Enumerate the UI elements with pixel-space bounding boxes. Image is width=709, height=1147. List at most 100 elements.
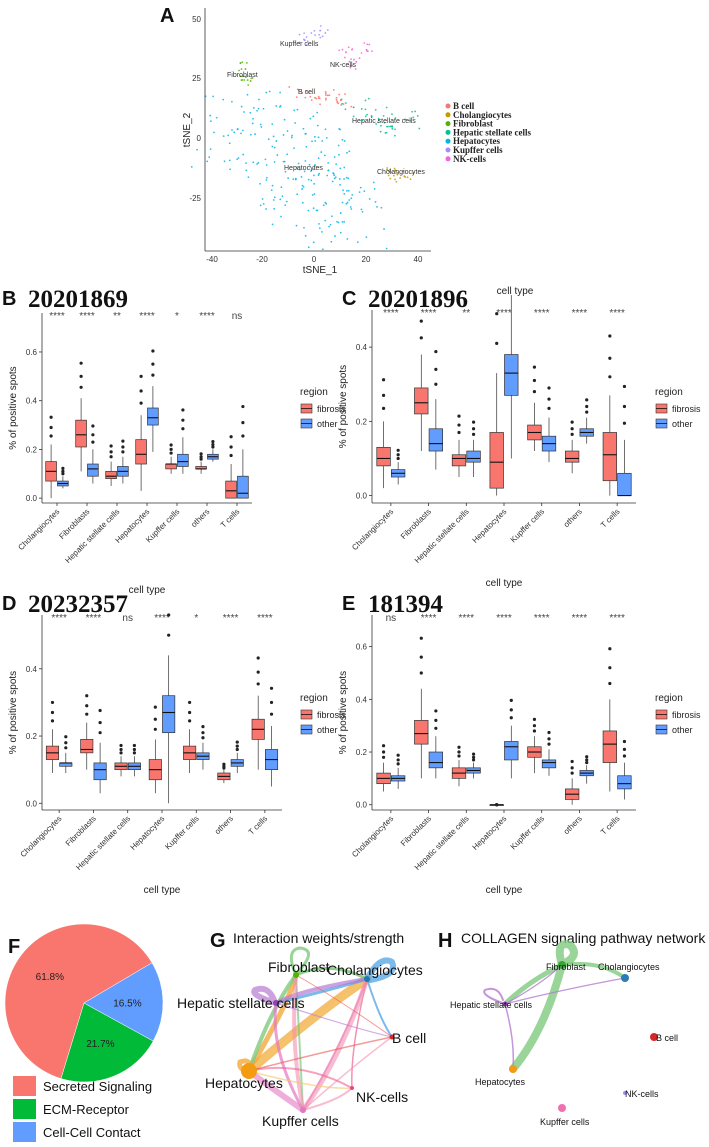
tsne-point xyxy=(240,105,243,108)
tsne-point xyxy=(395,169,398,172)
node-label: Cholangiocytes xyxy=(598,962,660,972)
significance-label: * xyxy=(194,613,198,624)
edge-hsc-hepatocytes xyxy=(504,1003,515,1070)
x-tick-label: T cells xyxy=(247,814,270,837)
node-fibroblast xyxy=(558,961,566,969)
box-outlier xyxy=(167,633,171,637)
tsne-point xyxy=(360,208,363,211)
edge-hsc-self xyxy=(483,987,506,1005)
box-outlier xyxy=(471,420,476,424)
tsne-point xyxy=(368,43,371,46)
box-outlier xyxy=(495,803,499,807)
tsne-x-tick: 20 xyxy=(362,255,371,264)
y-tick-label: 0.0 xyxy=(26,799,38,808)
tsne-point xyxy=(380,206,383,209)
edge-kupffer-nk xyxy=(302,1087,353,1111)
box-outlier xyxy=(509,708,513,712)
x-tick-label: Cholangiocytes xyxy=(19,814,64,859)
box-fibrosis xyxy=(105,470,117,479)
tsne-point xyxy=(333,156,336,158)
tsne-point xyxy=(271,184,274,187)
significance-label: **** xyxy=(534,613,550,624)
significance-label: **** xyxy=(534,308,550,319)
tsne-point xyxy=(396,173,399,176)
tsne-point xyxy=(307,209,310,212)
edge-kupffer-bcell xyxy=(302,1036,393,1111)
tsne-point xyxy=(236,128,239,131)
box-outlier xyxy=(188,700,192,705)
tsne-point xyxy=(355,60,358,63)
tsne-point xyxy=(348,60,351,63)
tsne-point xyxy=(328,225,330,228)
y-tick-label: 0.6 xyxy=(356,643,368,652)
tsne-point xyxy=(284,170,287,173)
box-outlier xyxy=(153,717,157,721)
tsne-point xyxy=(391,113,393,116)
node-label: B cell xyxy=(392,1030,426,1046)
tsne-point xyxy=(294,178,297,181)
x-tick-label: Fibroblasts xyxy=(399,814,433,848)
tsne-legend-label: B cell xyxy=(453,101,475,111)
tsne-cluster-label: Fibroblast xyxy=(227,72,258,79)
tsne-point xyxy=(341,48,344,51)
x-axis-title: cell type xyxy=(129,585,166,596)
node-label: Hepatic stellate cells xyxy=(450,1000,533,1010)
x-tick-label: others xyxy=(562,814,584,836)
tsne-point xyxy=(247,176,250,179)
tsne-point xyxy=(411,110,413,113)
panel-f-pie: F 61.8% 21.7% 16.5% Secreted Signaling ECM-… xyxy=(4,923,164,1142)
tsne-point xyxy=(358,57,361,60)
panel-a-letter: A xyxy=(160,5,174,27)
box-outlier xyxy=(169,443,173,447)
box-outlier xyxy=(585,410,589,414)
tsne-point xyxy=(247,84,250,86)
box-outlier xyxy=(139,389,143,393)
tsne-y-title: tSNE_2 xyxy=(182,112,193,147)
tsne-y-tick: 25 xyxy=(192,74,201,83)
box-other xyxy=(177,453,189,467)
tsne-point xyxy=(310,179,313,182)
tsne-point xyxy=(227,134,230,137)
tsne-point xyxy=(319,36,322,39)
tsne-point xyxy=(310,99,313,102)
box-outlier xyxy=(532,717,537,721)
tsne-point xyxy=(259,182,262,185)
tsne-point xyxy=(246,93,249,96)
tsne-point xyxy=(404,118,407,121)
node-label: Kupffer cells xyxy=(540,1117,590,1127)
tsne-legend-key xyxy=(445,103,451,109)
tsne-point xyxy=(409,119,411,122)
edge-fibroblast-hepatocytes xyxy=(509,961,566,1073)
box-outlier xyxy=(608,681,612,686)
legend-label: other xyxy=(672,725,693,735)
box-outlier xyxy=(532,724,537,728)
pie-legend: Secreted Signaling ECM-Receptor Cell-Cell … xyxy=(13,1076,152,1142)
tsne-point xyxy=(377,117,380,120)
tsne-point xyxy=(265,179,268,181)
node-hsc xyxy=(273,1000,279,1006)
box-other xyxy=(87,463,99,477)
tsne-point xyxy=(412,116,415,119)
box-outlier xyxy=(608,666,612,670)
tsne-point xyxy=(403,175,406,178)
box-outlier xyxy=(457,430,461,435)
tsne-point xyxy=(270,189,273,192)
node-label: Fibroblast xyxy=(268,959,330,975)
tsne-point xyxy=(271,123,274,126)
tsne-point xyxy=(239,75,242,78)
tsne-point xyxy=(342,189,344,192)
box-outlier xyxy=(457,423,461,427)
tsne-point xyxy=(364,115,367,118)
box-outlier xyxy=(119,751,123,755)
tsne-point xyxy=(349,206,352,208)
tsne-x-tick: 40 xyxy=(414,255,423,264)
box-outlier xyxy=(457,745,461,749)
tsne-point xyxy=(418,127,421,130)
tsne-point xyxy=(260,126,263,128)
tsne-point xyxy=(320,151,323,153)
tsne-point xyxy=(351,193,354,196)
tsne-points xyxy=(190,25,421,251)
significance-label: **** xyxy=(154,613,170,624)
box-outlier xyxy=(91,424,95,428)
tsne-point xyxy=(249,111,252,114)
